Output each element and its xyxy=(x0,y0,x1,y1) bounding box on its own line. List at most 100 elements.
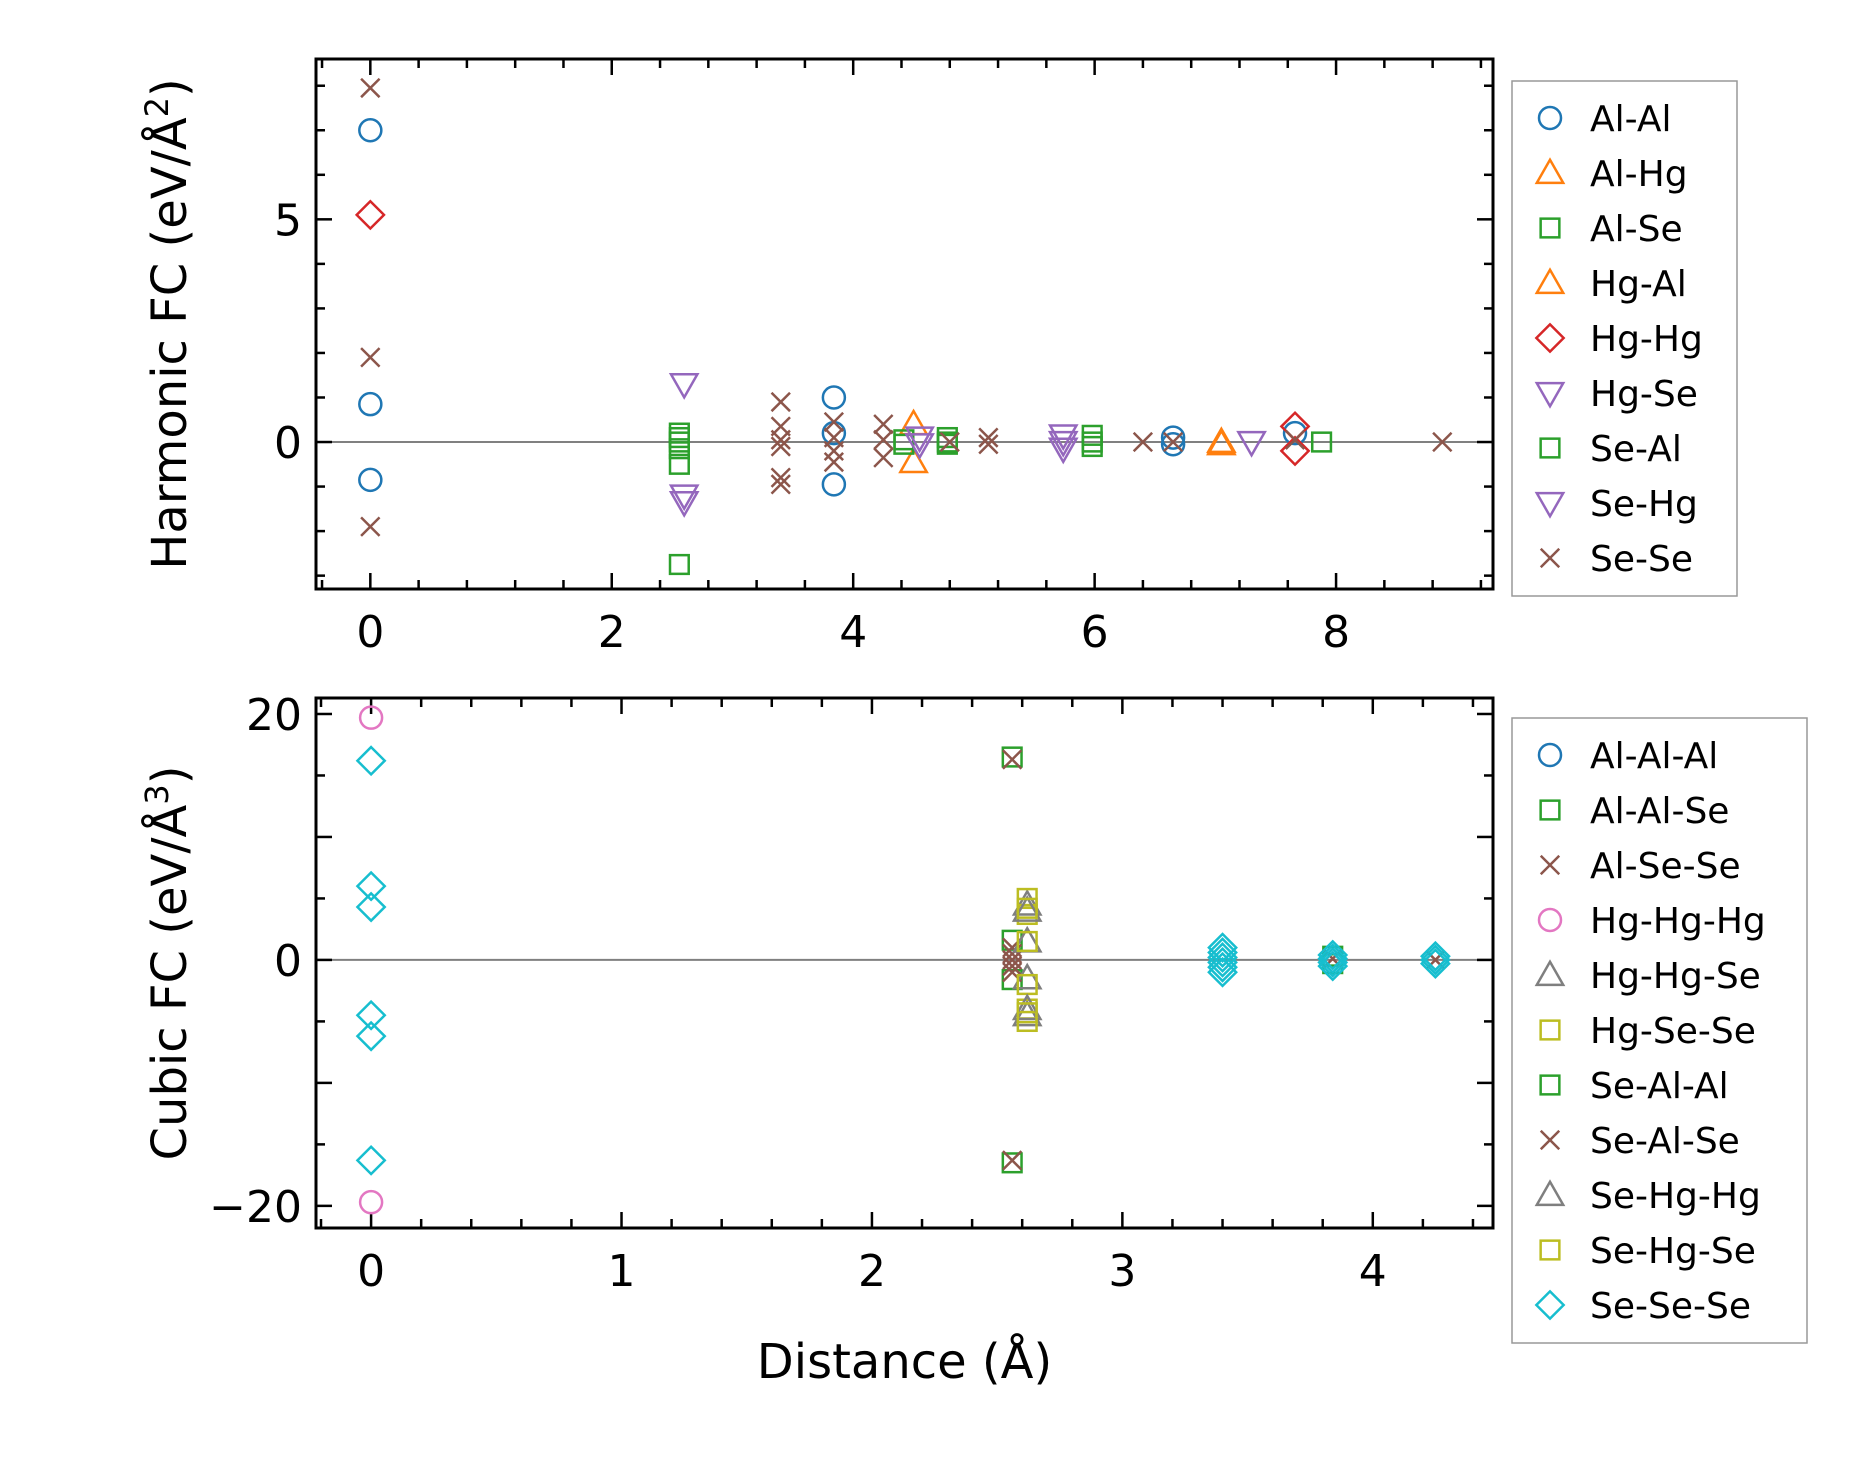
series-hg-hg xyxy=(354,199,1311,467)
series-al-se-se xyxy=(1002,749,1023,1171)
data-point-hg-hg xyxy=(354,199,386,231)
data-point-al-se xyxy=(668,453,690,475)
x-tick-label: 6 xyxy=(1081,607,1109,658)
legend-marker-se-se-se xyxy=(1534,1289,1566,1321)
series-se-al xyxy=(668,426,1103,453)
series-se-hg xyxy=(668,430,1079,512)
legend-label: Se-Hg xyxy=(1590,484,1698,525)
data-point-al-al xyxy=(1160,425,1186,450)
data-point-al-se xyxy=(1310,431,1333,453)
data-point-se-se-se xyxy=(1419,944,1451,976)
y-axis-title: Cubic FC (eV/Å3) xyxy=(138,766,198,1161)
series-se-se xyxy=(360,77,1453,537)
legend-label: Se-Hg-Hg xyxy=(1590,1176,1761,1217)
x-tick-label: 8 xyxy=(1322,607,1350,658)
data-point-hg-se xyxy=(1236,430,1267,458)
data-point-se-se xyxy=(770,429,791,450)
harmonic-fc-panel: 0 2 4 6 8 0 5 Harmonic FC (eV/Å2) Al-Al Al-Hg Al-S… xyxy=(138,57,1738,658)
x-tick-label: 4 xyxy=(1359,1246,1387,1297)
data-point-se-se-se xyxy=(1317,943,1349,975)
data-point-hg-se-se xyxy=(1016,930,1038,953)
series-hg-al xyxy=(1206,428,1237,456)
legend-marker-hg-hg-se xyxy=(1534,959,1566,987)
data-point-se-se xyxy=(978,427,999,448)
data-point-se-se-se xyxy=(1317,946,1349,978)
legend-marker-al-al-se xyxy=(1539,799,1561,821)
data-point-se-se xyxy=(823,451,845,473)
legend-item-hg-se-se: Hg-Se-Se xyxy=(1539,1011,1756,1052)
x-tick-label: 1 xyxy=(608,1246,636,1297)
legend-item-hg-hg-hg: Hg-Hg-Hg xyxy=(1537,901,1766,942)
legend-marker-se-al-al xyxy=(1539,1074,1561,1096)
plot-frame xyxy=(314,57,1495,591)
data-point-se-se-se xyxy=(1317,939,1349,971)
legend-marker-se-al-se xyxy=(1539,1129,1561,1151)
data-point-al-al xyxy=(358,391,383,417)
data-point-se-hg-hg xyxy=(1011,895,1043,922)
data-point-al-al xyxy=(1160,432,1186,457)
y-tick-label: −20 xyxy=(209,1182,302,1233)
data-point-se-se xyxy=(1162,431,1184,453)
legend-label: Se-Al-Se xyxy=(1590,1121,1740,1162)
data-point-al-al xyxy=(821,472,847,497)
data-point-hg-hg-hg xyxy=(358,705,384,730)
data-point-se-se-se xyxy=(1317,950,1349,982)
data-point-se-se xyxy=(360,347,381,368)
data-point-hg-se xyxy=(1047,424,1079,452)
series-se-hg-se xyxy=(1016,897,1038,1024)
data-point-hg-se xyxy=(668,372,700,400)
data-point-se-se-se xyxy=(355,999,387,1031)
data-point-se-se-se xyxy=(355,870,387,902)
legend-marker-hg-se-se xyxy=(1539,1019,1561,1041)
legend-label: Se-Se xyxy=(1590,539,1693,580)
data-point-al-al xyxy=(358,467,383,493)
series-se-se-se xyxy=(355,745,1451,1176)
y-tick-label: 20 xyxy=(246,690,302,741)
data-point-se-se-se xyxy=(355,1144,387,1176)
legend-item-al-al-se: Al-Al-Se xyxy=(1539,791,1729,832)
series-se-hg-hg xyxy=(1011,895,1043,1021)
legend-item-al-al: Al-Al xyxy=(1537,99,1671,140)
series-al-al xyxy=(358,118,1308,497)
plot-frame xyxy=(314,696,1495,1230)
legend-label: Al-Al xyxy=(1590,99,1671,140)
legend-label: Se-Se-Se xyxy=(1590,1286,1751,1327)
data-point-al-al xyxy=(821,420,847,446)
legend-label: Hg-Se-Se xyxy=(1590,1011,1756,1052)
x-tick-label: 3 xyxy=(1108,1246,1136,1297)
legend-item-hg-hg: Hg-Hg xyxy=(1534,319,1703,360)
data-point-se-se xyxy=(1132,431,1154,453)
data-point-se-se xyxy=(360,77,381,99)
legend-label: Se-Hg-Se xyxy=(1590,1231,1756,1272)
legend-marker-al-hg xyxy=(1534,157,1566,185)
data-point-se-se-se xyxy=(1207,946,1238,978)
legend-label: Al-Se-Se xyxy=(1590,846,1741,887)
data-point-hg-hg xyxy=(1279,435,1311,467)
legend-marker-al-se xyxy=(1539,217,1561,239)
data-point-hg-hg-hg xyxy=(358,1189,384,1215)
data-point-al-se-se xyxy=(1002,749,1023,770)
data-point-se-se-se xyxy=(355,891,387,923)
legend-marker-al-al xyxy=(1537,105,1563,131)
x-axis-title: Distance (Å) xyxy=(757,1333,1052,1390)
legend-marker-se-se xyxy=(1539,547,1561,569)
data-point-se-se-se xyxy=(1419,948,1451,980)
data-point-se-se xyxy=(770,467,791,488)
legend-item-se-al: Se-Al xyxy=(1539,429,1682,470)
data-point-al-se xyxy=(893,433,915,455)
data-point-se-al xyxy=(936,431,958,453)
legend-item-hg-hg-se: Hg-Hg-Se xyxy=(1534,956,1761,997)
legend-item-se-se-se: Se-Se-Se xyxy=(1534,1286,1751,1327)
legend-label: Hg-Hg-Hg xyxy=(1590,901,1766,942)
x-tick-label: 2 xyxy=(598,607,626,658)
data-point-al-hg xyxy=(898,446,929,474)
legend-item-hg-al: Hg-Al xyxy=(1534,264,1687,305)
y-tick-label: 5 xyxy=(274,195,302,246)
data-point-se-hg-se xyxy=(1016,1002,1038,1024)
legend-marker-hg-al xyxy=(1534,267,1566,295)
y-axis-title: Harmonic FC (eV/Å2) xyxy=(138,78,198,570)
data-point-se-se xyxy=(939,431,960,453)
data-point-al-se xyxy=(1081,435,1103,458)
legend: Al-Al-Al Al-Al-Se Al-Se-Se Hg-Hg-Hg Hg-Hg-Se… xyxy=(1511,717,1808,1344)
